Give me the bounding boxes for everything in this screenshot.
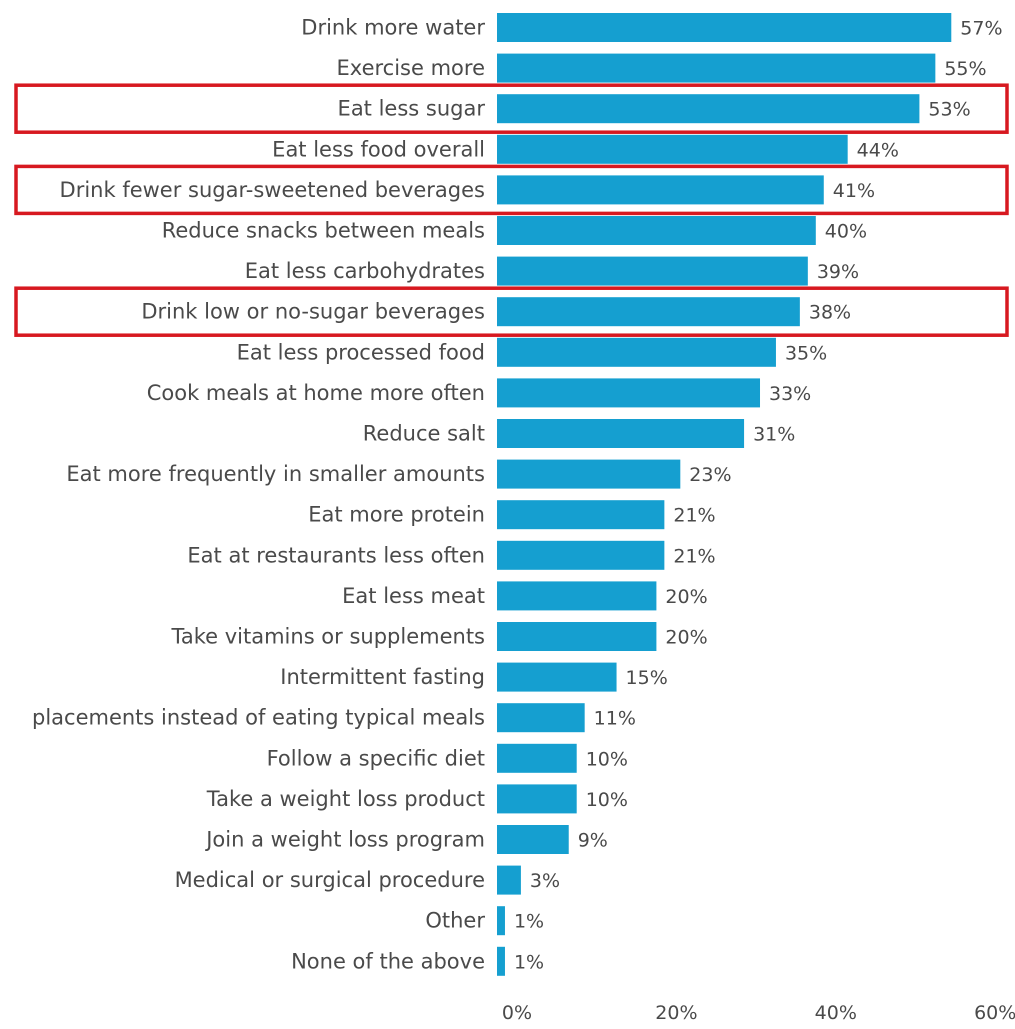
value-label: 3%: [530, 870, 560, 892]
value-label: 44%: [857, 139, 899, 161]
x-tick-label: 20%: [655, 1002, 697, 1024]
bar: [497, 825, 569, 854]
value-label: 21%: [673, 545, 715, 567]
value-label: 15%: [626, 667, 668, 689]
category-label: Drink fewer sugar-sweetened beverages: [60, 178, 485, 202]
category-label: Eat more protein: [308, 503, 485, 527]
value-label: 38%: [809, 302, 851, 324]
value-label: 41%: [833, 180, 875, 202]
value-label: 23%: [689, 464, 731, 486]
category-label: Reduce snacks between meals: [162, 219, 485, 243]
bar: [497, 946, 505, 976]
category-label: Take vitamins or supplements: [171, 625, 486, 649]
value-label: 53%: [928, 99, 970, 121]
x-tick-label: 60%: [974, 1002, 1015, 1024]
category-label: Medical or surgical procedure: [175, 868, 485, 892]
value-label: 21%: [673, 505, 715, 527]
category-label: Drink low or no-sugar beverages: [141, 300, 485, 324]
bars-layer: [497, 13, 952, 976]
x-axis: 0% 20% 40% 60%: [502, 1002, 1015, 1024]
value-label: 11%: [594, 708, 636, 730]
category-label: Eat more frequently in smaller amounts: [66, 462, 485, 486]
value-label: 40%: [825, 221, 867, 243]
bar: [497, 500, 665, 530]
category-label: None of the above: [291, 949, 485, 973]
bar: [497, 216, 816, 245]
bar: [497, 784, 577, 814]
category-label: Drink more water: [301, 16, 485, 40]
value-label: 20%: [665, 627, 707, 649]
bar: [497, 337, 776, 367]
bar: [497, 13, 952, 42]
bar: [497, 662, 617, 692]
category-label: Join a weight loss program: [204, 828, 485, 852]
category-label: Exercise more: [337, 56, 485, 80]
value-label: 10%: [586, 789, 628, 811]
bar: [497, 256, 808, 286]
category-labels: Drink more water Exercise more Eat less su…: [32, 16, 485, 974]
bar: [497, 175, 824, 205]
category-label: Eat less meat: [342, 584, 485, 608]
bar: [497, 743, 577, 773]
category-label: Reduce salt: [363, 422, 485, 446]
value-label: 10%: [586, 748, 628, 770]
x-tick-label: 0%: [502, 1002, 532, 1024]
value-labels: 57% 55% 53% 44% 41% 40% 39% 38% 35% 33% 31% 23% 21% 2…: [514, 18, 1003, 974]
bar: [497, 906, 505, 936]
category-label: Take a weight loss product: [206, 787, 485, 811]
category-label: Other: [425, 909, 485, 933]
value-label: 9%: [578, 830, 608, 852]
value-label: 35%: [785, 342, 827, 364]
bar: [497, 134, 848, 164]
value-label: 31%: [753, 424, 795, 446]
category-label: Eat at restaurants less often: [187, 543, 485, 567]
value-label: 33%: [769, 383, 811, 405]
bar: [497, 622, 657, 651]
bar: [497, 581, 657, 611]
highlight-layer: [14, 83, 1009, 337]
x-tick-label: 40%: [815, 1002, 857, 1024]
category-label: Intermittent fasting: [280, 665, 485, 689]
category-label: Eat less carbohydrates: [245, 259, 485, 283]
value-label: 20%: [665, 586, 707, 608]
bar: [497, 703, 585, 733]
bar: [497, 53, 936, 83]
bar: [497, 297, 800, 327]
bar: [497, 459, 681, 489]
category-label: placements instead of eating typical mea…: [32, 706, 485, 730]
highlight-box: [14, 83, 1009, 134]
bar: [497, 865, 521, 895]
value-label: 39%: [817, 261, 859, 283]
highlight-box: [14, 286, 1009, 337]
bar: [497, 378, 761, 408]
value-label: 1%: [514, 911, 544, 933]
bar: [497, 540, 665, 570]
category-label: Eat less sugar: [338, 97, 486, 121]
category-label: Eat less food overall: [272, 137, 485, 161]
bar: [497, 94, 920, 124]
highlight-box: [14, 164, 1009, 216]
value-label: 55%: [944, 58, 986, 80]
category-label: Eat less processed food: [237, 340, 485, 364]
category-label: Follow a specific diet: [267, 746, 485, 770]
value-label: 57%: [960, 18, 1002, 40]
bar: [497, 419, 745, 448]
category-label: Cook meals at home more often: [147, 381, 485, 405]
value-label: 1%: [514, 951, 544, 973]
